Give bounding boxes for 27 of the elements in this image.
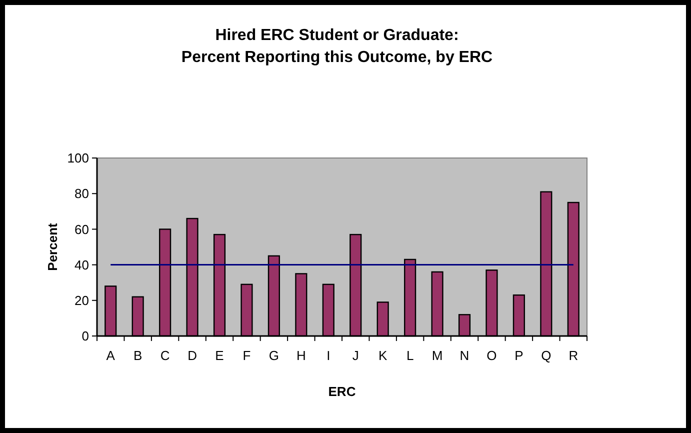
x-tick-label: C <box>160 348 170 363</box>
x-tick-label: E <box>215 348 224 363</box>
x-tick-label: M <box>432 348 443 363</box>
x-tick-label: D <box>188 348 197 363</box>
y-tick-label: 80 <box>74 186 89 202</box>
x-tick-label: J <box>352 348 359 363</box>
x-tick-label: R <box>568 348 578 363</box>
x-tick-label: P <box>514 348 524 363</box>
x-tick-label: G <box>268 348 280 363</box>
y-tick-label: 100 <box>67 150 89 166</box>
x-tick-label: L <box>406 348 414 363</box>
y-tick-label: 40 <box>74 257 89 272</box>
x-axis-title: ERC <box>328 384 356 399</box>
x-tick-label: K <box>378 348 388 363</box>
y-tick-label: 60 <box>74 222 89 237</box>
x-tick-label: N <box>460 348 470 363</box>
x-tick-label: H <box>296 348 306 363</box>
y-tick-label: 20 <box>74 292 89 308</box>
x-tick-label: A <box>106 348 116 363</box>
y-tick-label: 0 <box>82 328 89 344</box>
x-tick-label: F <box>242 348 251 363</box>
y-axis-title: Percent <box>45 222 60 271</box>
x-tick-label: O <box>486 348 497 363</box>
chart-title: Hired ERC Student or Graduate: Percent Reporting this Outcome, by ERC <box>181 27 494 66</box>
x-tick-label: B <box>133 348 142 363</box>
x-tick-label: I <box>326 348 330 363</box>
x-tick-label: Q <box>541 348 552 363</box>
